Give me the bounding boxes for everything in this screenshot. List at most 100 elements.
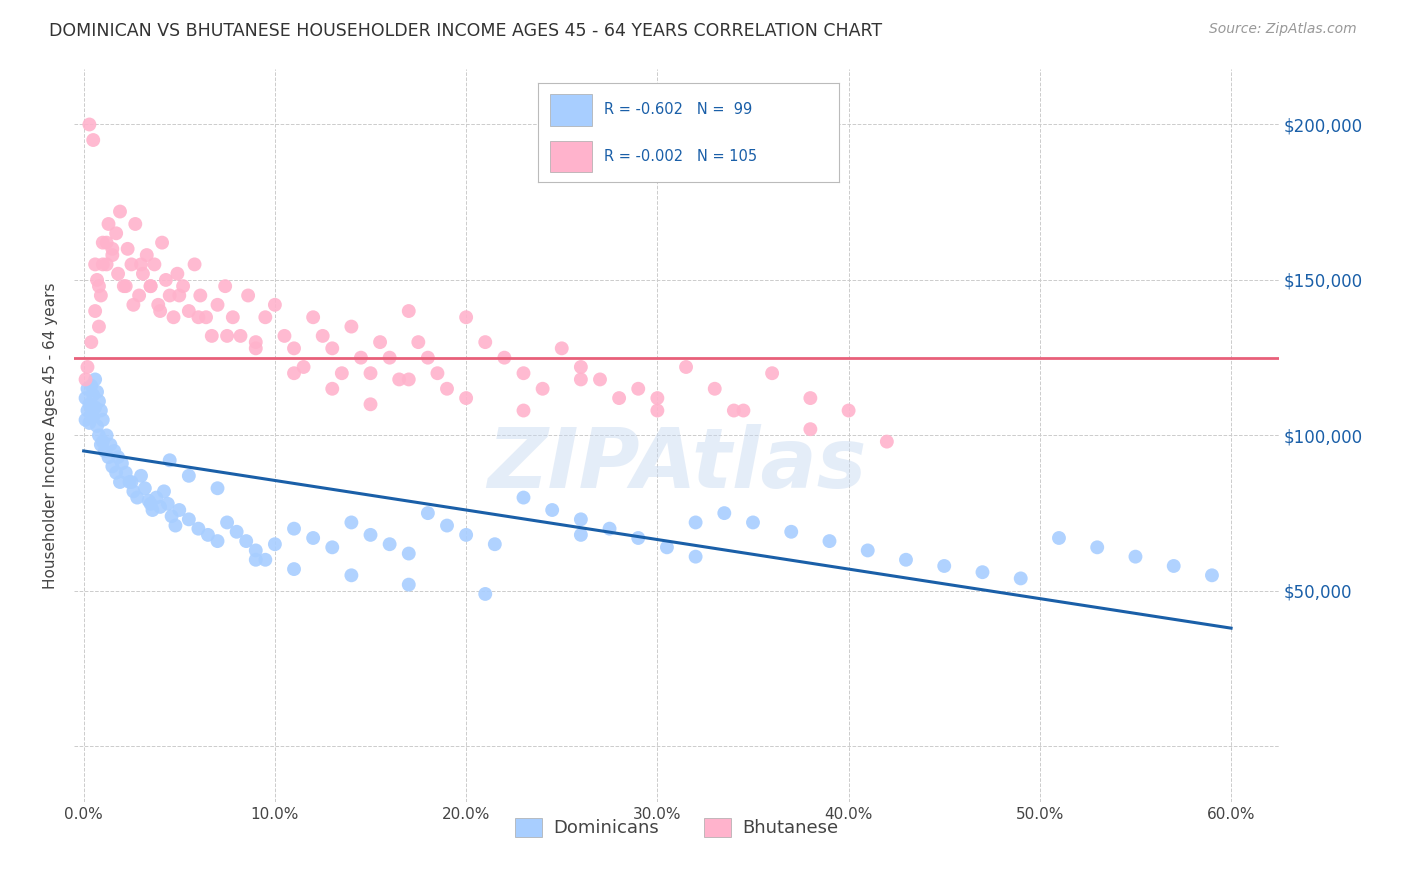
Point (321, 382, 343, 396)
Point (589, 372, 612, 386)
Point (91, 413, 114, 427)
Point (512, 403, 534, 417)
Point (733, 403, 755, 417)
Point (177, 304, 200, 318)
Point (122, 484, 145, 499)
Point (97, 217, 120, 231)
Point (75, 391, 97, 405)
Point (426, 366, 449, 380)
Point (512, 366, 534, 380)
Point (135, 248, 157, 262)
Point (107, 450, 129, 465)
Legend: Dominicans, Bhutanese: Dominicans, Bhutanese (508, 811, 845, 845)
Point (436, 518, 458, 533)
Text: ZIPAtlas: ZIPAtlas (486, 425, 866, 505)
Point (90, 403, 112, 417)
Point (217, 329, 239, 343)
Point (103, 444, 125, 458)
Point (254, 553, 277, 567)
Point (114, 466, 136, 480)
Point (647, 391, 669, 405)
Point (121, 475, 143, 489)
Point (360, 397, 382, 411)
Point (388, 372, 411, 386)
Point (188, 288, 211, 302)
Point (139, 279, 162, 293)
Point (972, 565, 994, 579)
Point (172, 279, 194, 293)
Point (148, 298, 170, 312)
Point (569, 528, 592, 542)
Point (934, 559, 956, 574)
Point (97, 450, 120, 465)
Point (162, 310, 184, 325)
Point (79, 118, 101, 132)
Point (86, 273, 108, 287)
Point (1047, 531, 1070, 545)
Point (84, 401, 107, 415)
Point (165, 518, 187, 533)
Point (799, 391, 821, 405)
Point (82, 133, 104, 147)
Point (245, 543, 267, 558)
Point (302, 531, 325, 545)
Point (273, 329, 295, 343)
Point (512, 491, 534, 505)
Point (121, 257, 143, 271)
Point (127, 491, 149, 505)
Point (108, 204, 131, 219)
Point (169, 503, 191, 517)
Point (114, 279, 136, 293)
Point (177, 512, 200, 526)
Point (599, 522, 621, 536)
Point (1201, 568, 1223, 582)
Point (76, 359, 98, 374)
Point (150, 235, 173, 250)
Point (531, 382, 554, 396)
Point (818, 534, 841, 549)
Point (1085, 541, 1108, 555)
Point (153, 484, 176, 499)
Point (86, 384, 108, 399)
Point (187, 310, 209, 325)
Point (398, 372, 420, 386)
Point (236, 288, 259, 302)
Point (169, 288, 191, 302)
Point (368, 335, 391, 350)
Point (569, 512, 592, 526)
Point (75, 372, 97, 386)
Point (118, 475, 141, 489)
Point (780, 524, 803, 539)
Point (90, 438, 112, 452)
Point (132, 267, 155, 281)
Point (159, 453, 181, 467)
Point (91, 235, 114, 250)
Point (340, 568, 363, 582)
Point (87, 319, 110, 334)
Point (80, 378, 103, 392)
Y-axis label: Householder Income Ages 45 - 64 years: Householder Income Ages 45 - 64 years (44, 282, 58, 589)
Point (87, 394, 110, 409)
Point (264, 298, 287, 312)
Point (124, 217, 146, 231)
Point (87, 279, 110, 293)
Point (894, 553, 917, 567)
Point (86, 419, 108, 434)
Point (416, 351, 439, 365)
Point (139, 279, 162, 293)
Point (207, 481, 229, 495)
Point (160, 509, 183, 524)
Point (129, 468, 152, 483)
Point (139, 497, 162, 511)
Point (105, 466, 128, 480)
Point (138, 493, 160, 508)
Point (321, 342, 343, 356)
Point (703, 382, 725, 396)
Point (90, 288, 112, 302)
Point (101, 459, 124, 474)
Point (627, 382, 650, 396)
Point (76, 403, 98, 417)
Point (761, 366, 783, 380)
Point (155, 273, 177, 287)
Text: Source: ZipAtlas.com: Source: ZipAtlas.com (1209, 22, 1357, 37)
